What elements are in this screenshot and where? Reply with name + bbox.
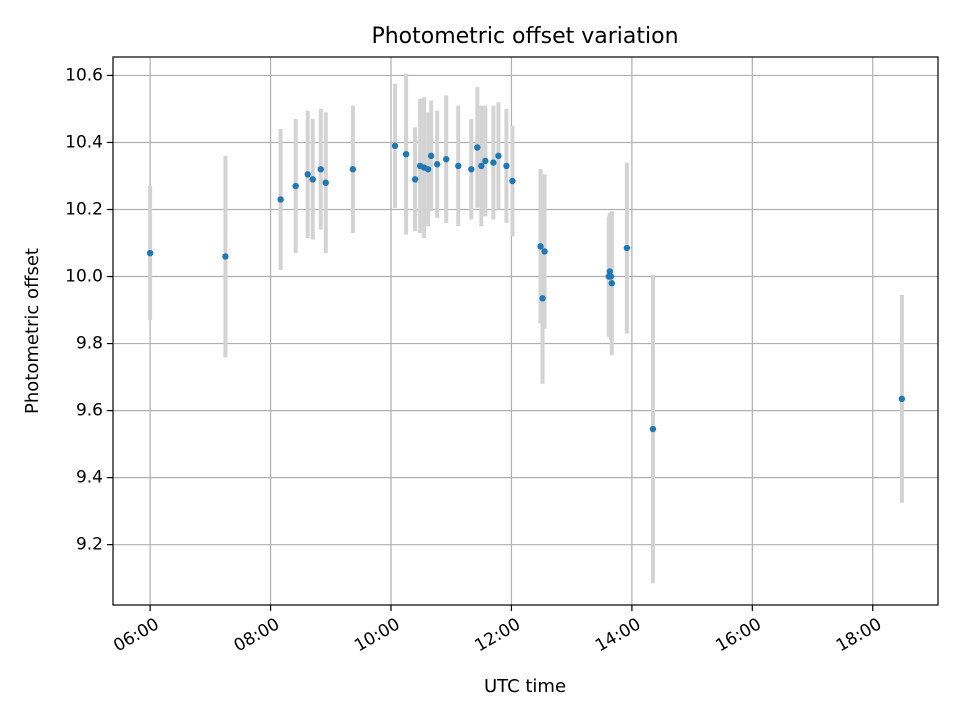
x-axis-label: UTC time (484, 676, 566, 697)
data-point (898, 395, 906, 403)
data-point (541, 248, 548, 255)
data-point (478, 162, 485, 170)
data-point (433, 161, 441, 168)
data-point (322, 179, 329, 186)
data-point (411, 176, 419, 183)
data-point (455, 162, 462, 170)
data-point (482, 157, 489, 165)
data-point (607, 273, 615, 280)
data-point (539, 295, 546, 302)
data-point (623, 244, 631, 252)
y-tick-label: 9.8 (76, 334, 103, 354)
data-point (402, 150, 410, 158)
y-tick-label: 9.4 (76, 468, 103, 488)
data-point (292, 182, 299, 190)
data-point (424, 166, 432, 173)
y-tick-label: 10.4 (65, 132, 103, 152)
point-layer (146, 142, 906, 433)
data-point (537, 243, 544, 250)
y-tick-label: 10.6 (65, 65, 103, 85)
data-point (606, 268, 614, 275)
data-point (490, 159, 497, 166)
plot-frame (112, 56, 939, 606)
chart-title: Photometric offset variation (371, 24, 678, 49)
data-point (277, 196, 284, 203)
data-point (317, 166, 324, 173)
data-point (309, 176, 316, 183)
data-point (468, 166, 475, 173)
data-point (427, 152, 435, 160)
data-point (509, 177, 516, 185)
y-tick-label: 10.2 (65, 200, 103, 220)
y-axis-label: Photometric offset (22, 248, 43, 414)
data-point (146, 249, 154, 257)
y-tick-label: 10.0 (65, 267, 103, 287)
data-point (503, 162, 510, 170)
y-tick-label: 9.6 (76, 401, 103, 421)
data-point (349, 166, 357, 173)
data-point (495, 152, 502, 160)
data-point (304, 171, 311, 178)
data-point (443, 156, 450, 163)
y-tick-label: 9.2 (76, 535, 103, 555)
data-point (608, 280, 616, 287)
data-point (222, 253, 229, 260)
data-point (474, 144, 481, 151)
grid-layer (113, 57, 938, 605)
data-point (391, 142, 399, 150)
data-point (649, 425, 657, 433)
